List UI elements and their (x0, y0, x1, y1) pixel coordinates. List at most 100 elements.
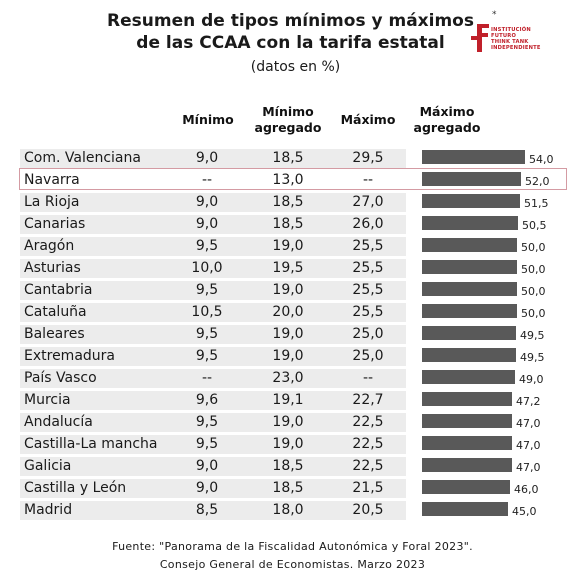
bar-maximo-agregado (422, 216, 518, 230)
cell-maximo: 29,5 (352, 150, 384, 166)
table-row: Aragón 9,5 19,0 25,5 (20, 237, 406, 256)
table-row: Andalucía 9,5 19,0 22,5 (20, 413, 406, 432)
table-row: Extremadura 9,5 19,0 25,0 (20, 347, 406, 366)
cell-maximo: 20,5 (352, 502, 384, 518)
bar-value-label: 49,0 (519, 373, 544, 386)
cell-maximo: 21,5 (352, 480, 384, 496)
cell-maximo: 25,5 (352, 260, 384, 276)
logo-text-line: INDEPENDIENTE (491, 45, 541, 51)
cell-minimo-agregado: 19,0 (272, 414, 304, 430)
region-name: Aragón (24, 238, 75, 254)
bar-value-label: 50,0 (521, 263, 546, 276)
cell-maximo: -- (362, 370, 374, 386)
cell-minimo: 9,5 (195, 282, 219, 298)
table-row: Cantabria 9,5 19,0 25,5 (20, 281, 406, 300)
cell-minimo-agregado: 19,0 (272, 282, 304, 298)
cell-minimo: 9,0 (195, 194, 219, 210)
region-name: Cantabria (24, 282, 93, 298)
region-name: Navarra (24, 172, 80, 188)
header-line: agregado (413, 120, 481, 135)
region-name: Castilla-La mancha (24, 436, 158, 452)
institucion-futuro-logo: * INSTITUCIÓN FUTURO THINK TANK INDEPEND… (470, 10, 550, 60)
region-name: Extremadura (24, 348, 115, 364)
cell-minimo-agregado: 18,5 (272, 194, 304, 210)
cell-minimo-agregado: 19,1 (272, 392, 304, 408)
header-line: Máximo (419, 104, 475, 119)
region-name: País Vasco (24, 370, 97, 386)
table-row: Com. Valenciana 9,0 18,5 29,5 (20, 149, 406, 168)
cell-minimo-agregado: 18,5 (272, 458, 304, 474)
logo-text-line: THINK TANK (491, 39, 529, 45)
bar-maximo-agregado (422, 480, 510, 494)
table-row: País Vasco -- 23,0 -- (20, 369, 406, 388)
logo-text: INSTITUCIÓN FUTURO THINK TANK INDEPENDIE… (491, 27, 541, 51)
cell-minimo-agregado: 19,0 (272, 326, 304, 342)
bar-maximo-agregado (422, 502, 508, 516)
bar-maximo-agregado (422, 304, 517, 318)
bar-value-label: 47,0 (516, 461, 541, 474)
cell-minimo-agregado: 13,0 (272, 172, 304, 188)
cell-minimo: 9,0 (195, 480, 219, 496)
cell-minimo-agregado: 23,0 (272, 370, 304, 386)
table-row: Cataluña 10,5 20,0 25,5 (20, 303, 406, 322)
region-name: Castilla y León (24, 480, 127, 496)
footer-source: Fuente: "Panorama de la Fiscalidad Auton… (112, 540, 473, 553)
header-line: agregado (254, 120, 322, 135)
cell-minimo-agregado: 19,0 (272, 436, 304, 452)
table-row: Asturias 10,0 19,5 25,5 (20, 259, 406, 278)
title-line-2: de las CCAA con la tarifa estatal (136, 33, 445, 53)
region-name: Cataluña (24, 304, 87, 320)
bar-maximo-agregado (422, 436, 512, 450)
header-minimo: Mínimo (182, 112, 234, 127)
header-minimo-agregado: Mínimo agregado (246, 104, 330, 136)
cell-minimo-agregado: 18,5 (272, 216, 304, 232)
header-maximo-agregado: Máximo agregado (402, 104, 492, 136)
cell-minimo: -- (201, 370, 213, 386)
bar-value-label: 49,5 (520, 351, 545, 364)
region-name: Andalucía (24, 414, 93, 430)
table-row: Madrid 8,5 18,0 20,5 (20, 501, 406, 520)
cell-minimo-agregado: 18,5 (272, 480, 304, 496)
bar-maximo-agregado (422, 194, 520, 208)
bar-maximo-agregado (422, 414, 512, 428)
cell-maximo: 26,0 (352, 216, 384, 232)
bar-maximo-agregado (422, 238, 517, 252)
bar-value-label: 47,0 (516, 439, 541, 452)
bar-maximo-agregado (422, 282, 517, 296)
table-row: Castilla-La mancha 9,5 19,0 22,5 (20, 435, 406, 454)
cell-minimo: 10,5 (191, 304, 223, 320)
cell-minimo: 8,5 (195, 502, 219, 518)
cell-maximo: 25,5 (352, 238, 384, 254)
cell-maximo: 25,5 (352, 282, 384, 298)
bar-value-label: 52,0 (525, 175, 550, 188)
bar-value-label: 45,0 (512, 505, 537, 518)
table-row: Galicia 9,0 18,5 22,5 (20, 457, 406, 476)
chart-subtitle: (datos en %) (250, 59, 341, 75)
region-name: Galicia (24, 458, 72, 474)
cell-maximo: 25,0 (352, 348, 384, 364)
cell-minimo: 9,5 (195, 414, 219, 430)
bar-maximo-agregado (422, 370, 515, 384)
footer-publisher: Consejo General de Economistas. Marzo 20… (159, 558, 426, 571)
cell-minimo: 9,6 (195, 392, 219, 408)
bar-value-label: 50,0 (521, 307, 546, 320)
cell-minimo: -- (201, 172, 213, 188)
cell-minimo-agregado: 19,5 (272, 260, 304, 276)
cell-minimo-agregado: 19,0 (272, 238, 304, 254)
region-name: Com. Valenciana (24, 150, 141, 166)
bar-value-label: 50,0 (521, 241, 546, 254)
cell-minimo: 9,5 (195, 326, 219, 342)
cell-maximo: 27,0 (352, 194, 384, 210)
region-name: Baleares (24, 326, 85, 342)
table-row: La Rioja 9,0 18,5 27,0 (20, 193, 406, 212)
region-name: Asturias (24, 260, 81, 276)
bar-value-label: 46,0 (514, 483, 539, 496)
cell-minimo-agregado: 20,0 (272, 304, 304, 320)
cell-minimo: 9,5 (195, 238, 219, 254)
logo-text-line: FUTURO (491, 33, 517, 39)
table-row: Murcia 9,6 19,1 22,7 (20, 391, 406, 410)
bar-value-label: 50,0 (521, 285, 546, 298)
bar-maximo-agregado (422, 326, 516, 340)
bar-value-label: 54,0 (529, 153, 554, 166)
bar-value-label: 50,5 (522, 219, 547, 232)
